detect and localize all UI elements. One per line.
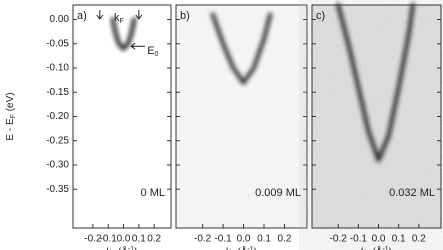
label-part: (Å bbox=[370, 245, 383, 250]
label-part: (Å bbox=[235, 245, 248, 250]
label-part: E - E bbox=[5, 118, 16, 141]
label-part: 0 bbox=[155, 51, 159, 58]
x-axis-label: k|| (Å-1) bbox=[107, 245, 138, 250]
x-tick-label: -0.2 bbox=[330, 234, 348, 245]
coverage-label: 0.032 ML bbox=[389, 187, 435, 199]
label-part: k bbox=[226, 247, 232, 250]
panel-label: a) bbox=[77, 10, 87, 22]
y-tick-label: -0.20 bbox=[46, 111, 69, 122]
label-part: E bbox=[147, 45, 154, 57]
y-tick-label: -0.15 bbox=[46, 87, 69, 98]
label-part: (Å bbox=[115, 245, 128, 250]
x-tick-label: -0.2 bbox=[194, 234, 212, 245]
y-tick-label: -0.25 bbox=[46, 135, 69, 146]
x-axis-label: k|| (Å-1) bbox=[226, 245, 257, 250]
x-tick-label: 0.1 bbox=[257, 234, 271, 245]
band-dispersion bbox=[110, 17, 137, 51]
y-tick-label: -0.30 bbox=[46, 160, 69, 171]
label-part: -1 bbox=[382, 246, 388, 250]
x-tick-label: 0.0 bbox=[117, 234, 131, 245]
y-tick-label: -0.10 bbox=[46, 63, 69, 74]
band-dispersion bbox=[335, 2, 416, 163]
label-part: k bbox=[114, 12, 120, 24]
coverage-label: 0 ML bbox=[141, 187, 165, 199]
kf-arrow bbox=[96, 10, 104, 20]
x-axis-label: k|| (Å-1) bbox=[361, 245, 392, 250]
label-part: ) bbox=[254, 247, 257, 250]
x-tick-label: -0.1 bbox=[350, 234, 368, 245]
x-tick-label: -0.2 bbox=[84, 234, 102, 245]
band-dispersion bbox=[210, 12, 273, 85]
label-part: (eV) bbox=[5, 92, 16, 114]
y-tick-label: 0.00 bbox=[50, 14, 70, 25]
y-axis-label: E - EF (eV) bbox=[5, 92, 17, 140]
panel-label: c) bbox=[316, 10, 325, 22]
x-tick-label: 0.0 bbox=[372, 234, 386, 245]
x-tick-label: 0.1 bbox=[132, 234, 146, 245]
kf-label: kF bbox=[114, 12, 124, 25]
label-part: k bbox=[107, 247, 113, 250]
e0-label: E0 bbox=[147, 45, 158, 58]
x-tick-label: 0.2 bbox=[412, 234, 426, 245]
x-tick-label: 0.0 bbox=[237, 234, 251, 245]
label-part: ) bbox=[134, 247, 137, 250]
x-tick-label: 0.2 bbox=[278, 234, 292, 245]
label-part: ) bbox=[389, 247, 392, 250]
x-tick-label: -0.1 bbox=[100, 234, 118, 245]
label-part: -1 bbox=[247, 246, 253, 250]
label-part: F bbox=[10, 114, 17, 118]
label-part: k bbox=[361, 247, 367, 250]
x-tick-label: -0.1 bbox=[214, 234, 232, 245]
e0-arrow bbox=[130, 42, 146, 50]
label-part: -1 bbox=[128, 246, 134, 250]
panel-noise bbox=[312, 5, 441, 228]
panel-label: b) bbox=[180, 10, 190, 22]
panel-background bbox=[176, 5, 307, 228]
coverage-label: 0.009 ML bbox=[255, 187, 301, 199]
panel-background bbox=[73, 5, 171, 228]
y-tick-label: -0.35 bbox=[46, 184, 69, 195]
x-tick-label: 0.2 bbox=[147, 234, 161, 245]
x-tick-label: 0.1 bbox=[392, 234, 406, 245]
y-tick-label: -0.05 bbox=[46, 38, 69, 49]
kf-arrow bbox=[135, 10, 143, 20]
label-part: F bbox=[120, 18, 124, 25]
